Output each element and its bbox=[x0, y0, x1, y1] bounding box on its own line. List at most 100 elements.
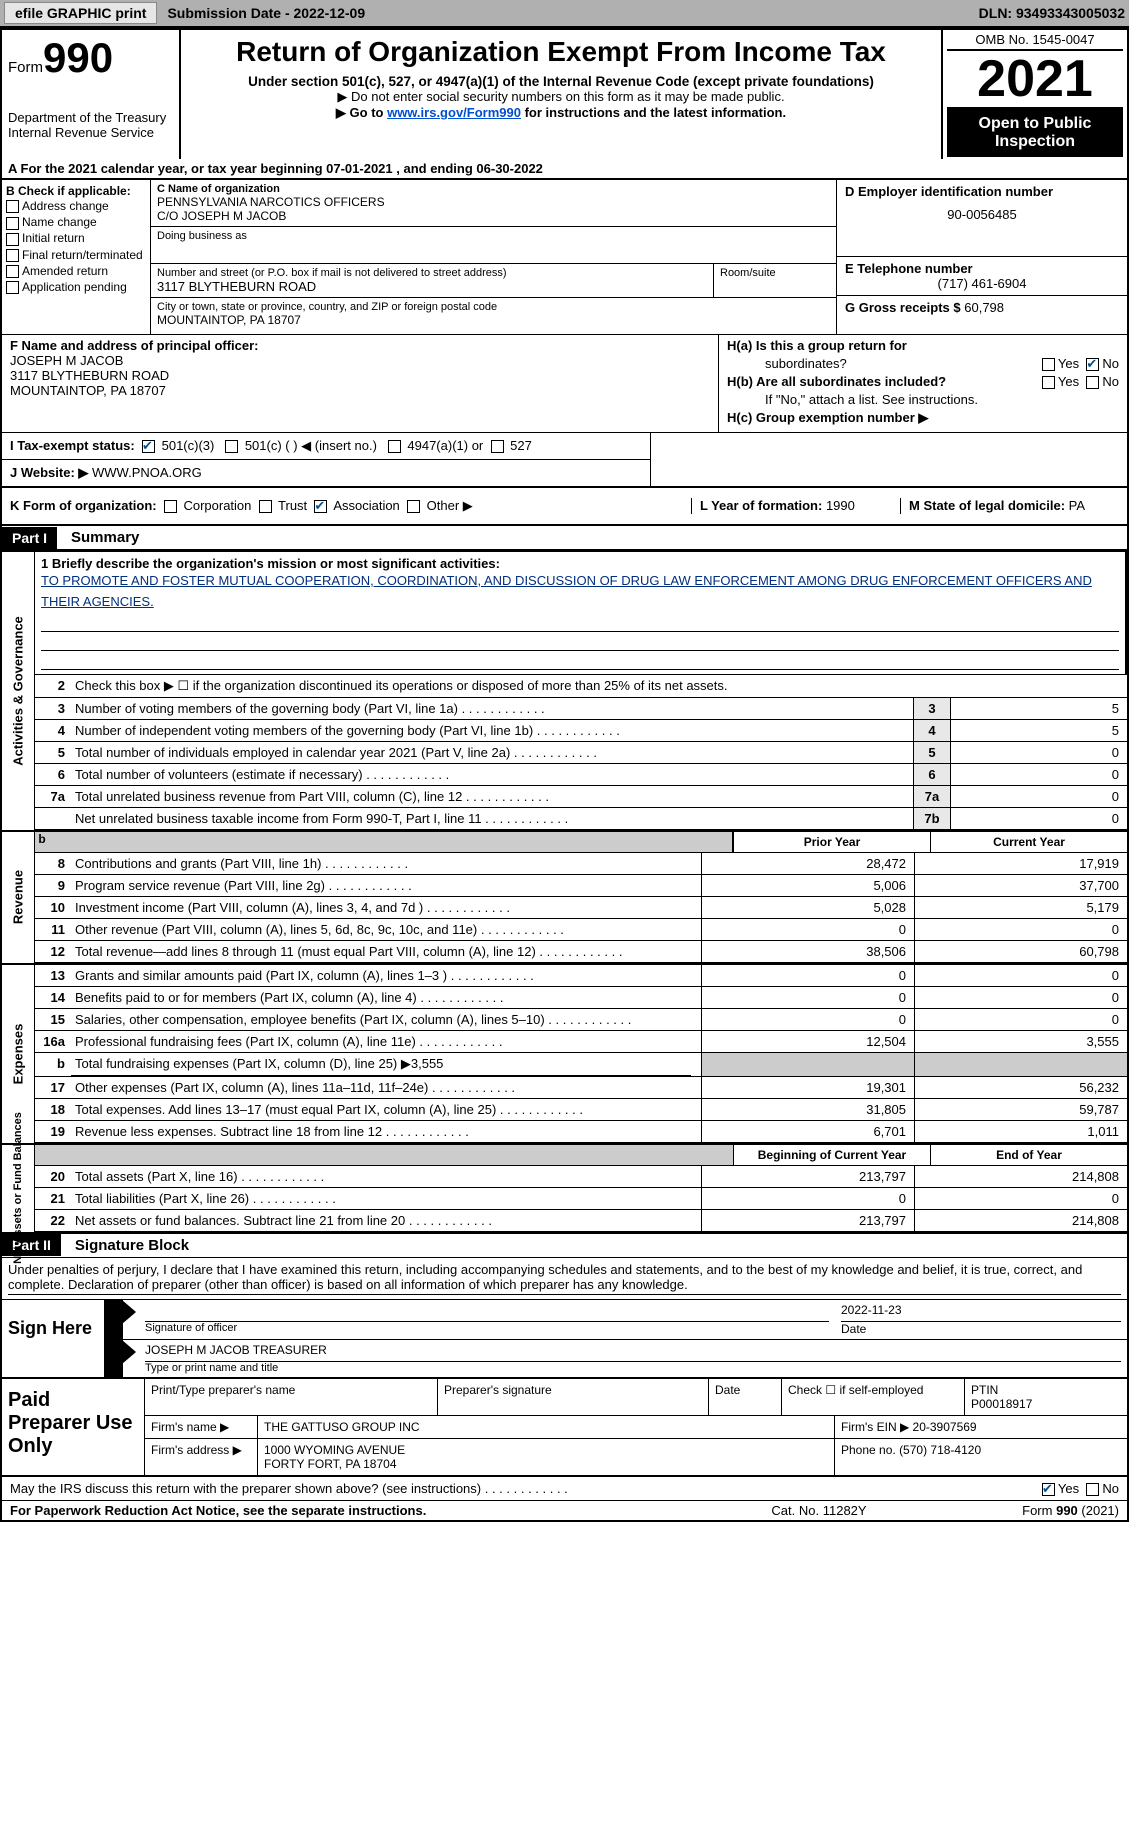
dept-treasury: Department of the Treasury bbox=[8, 110, 173, 125]
header-center: Return of Organization Exempt From Incom… bbox=[181, 30, 943, 159]
firm-addr: 1000 WYOMING AVENUEFORTY FORT, PA 18704 bbox=[258, 1439, 835, 1475]
part-i: Part I Summary bbox=[0, 526, 1129, 552]
cb-initial-return[interactable]: Initial return bbox=[6, 230, 146, 246]
cb-501c[interactable] bbox=[225, 440, 238, 453]
form-number: Form990 bbox=[8, 34, 173, 82]
form-id-footer: Form 990 (2021) bbox=[919, 1503, 1119, 1518]
col-b-head: B Check if applicable: bbox=[6, 184, 146, 198]
paid-preparer-label: Paid Preparer Use Only bbox=[2, 1379, 145, 1475]
summary-line: 5Total number of individuals employed in… bbox=[35, 742, 1127, 764]
ptin-cell: PTINP00018917 bbox=[965, 1379, 1127, 1415]
discuss-no-cb[interactable] bbox=[1086, 1483, 1099, 1496]
org-name-label: C Name of organization bbox=[157, 183, 830, 195]
ein-label: D Employer identification number bbox=[845, 184, 1053, 199]
part-i-tag: Part I bbox=[2, 527, 57, 549]
line-2: Check this box ▶ ☐ if the organization d… bbox=[71, 675, 1127, 697]
cb-527[interactable] bbox=[491, 440, 504, 453]
expenses-section: Expenses 13Grants and similar amounts pa… bbox=[0, 963, 1129, 1143]
summary-line: 22Net assets or fund balances. Subtract … bbox=[35, 1210, 1127, 1232]
paperwork-notice: For Paperwork Reduction Act Notice, see … bbox=[10, 1503, 719, 1518]
cb-amended[interactable]: Amended return bbox=[6, 263, 146, 279]
firm-addr-label: Firm's address ▶ bbox=[145, 1439, 258, 1475]
row-i-j: I Tax-exempt status: 501(c)(3) 501(c) ( … bbox=[0, 432, 1129, 488]
street-label: Number and street (or P.O. box if mail i… bbox=[157, 267, 707, 279]
submission-date: Submission Date - 2022-12-09 bbox=[167, 5, 365, 21]
col-b-checkboxes: B Check if applicable: Address change Na… bbox=[2, 180, 151, 334]
col-current-year: Current Year bbox=[930, 832, 1127, 852]
hb-yes-cb[interactable] bbox=[1042, 376, 1055, 389]
officer-name-title: JOSEPH M JACOB TREASURER bbox=[145, 1343, 1121, 1362]
ha-yes-cb[interactable] bbox=[1042, 358, 1055, 371]
sig-date-label: Date bbox=[841, 1322, 1121, 1336]
cb-501c3[interactable] bbox=[142, 440, 155, 453]
website-value: WWW.PNOA.ORG bbox=[92, 465, 202, 480]
row-m: M State of legal domicile: PA bbox=[900, 498, 1119, 514]
vlabel-activities: Activities & Governance bbox=[2, 552, 35, 830]
signature-declaration: Under penalties of perjury, I declare th… bbox=[0, 1258, 1129, 1299]
summary-line: 13Grants and similar amounts paid (Part … bbox=[35, 965, 1127, 987]
form-header: Form990 Department of the Treasury Inter… bbox=[0, 28, 1129, 159]
ha-no-cb[interactable] bbox=[1086, 358, 1099, 371]
preparer-name-label: Print/Type preparer's name bbox=[145, 1379, 438, 1415]
part-i-title: Summary bbox=[57, 526, 153, 549]
col-begin-year: Beginning of Current Year bbox=[733, 1145, 930, 1165]
cb-application-pending[interactable]: Application pending bbox=[6, 279, 146, 295]
room-suite-label: Room/suite bbox=[714, 264, 836, 297]
cb-corp[interactable] bbox=[164, 500, 177, 513]
org-name: PENNSYLVANIA NARCOTICS OFFICERS bbox=[157, 195, 830, 209]
hb-no-cb[interactable] bbox=[1086, 376, 1099, 389]
mission-text: TO PROMOTE AND FOSTER MUTUAL COOPERATION… bbox=[41, 571, 1119, 613]
officer-name: JOSEPH M JACOB bbox=[10, 353, 123, 368]
firm-name-label: Firm's name ▶ bbox=[145, 1416, 258, 1438]
row-k-l-m: K Form of organization: Corporation Trus… bbox=[0, 488, 1129, 526]
org-co: C/O JOSEPH M JACOB bbox=[157, 209, 830, 223]
summary-line: 17Other expenses (Part IX, column (A), l… bbox=[35, 1077, 1127, 1099]
col-end-year: End of Year bbox=[930, 1145, 1127, 1165]
form990-link[interactable]: www.irs.gov/Form990 bbox=[387, 105, 521, 120]
summary-line: 3Number of voting members of the governi… bbox=[35, 698, 1127, 720]
cb-4947[interactable] bbox=[388, 440, 401, 453]
officer-name-label: Type or print name and title bbox=[145, 1362, 1121, 1374]
summary-line: 10Investment income (Part VIII, column (… bbox=[35, 897, 1127, 919]
cb-trust[interactable] bbox=[259, 500, 272, 513]
open-to-public: Open to Public Inspection bbox=[947, 109, 1123, 157]
firm-ein: Firm's EIN ▶ 20-3907569 bbox=[835, 1416, 1127, 1438]
summary-grid: Activities & Governance 1 Briefly descri… bbox=[0, 552, 1129, 830]
discuss-row: May the IRS discuss this return with the… bbox=[0, 1477, 1129, 1501]
part-ii: Part II Signature Block bbox=[0, 1234, 1129, 1258]
row-a-tax-year: A For the 2021 calendar year, or tax yea… bbox=[0, 159, 1129, 180]
city-value: MOUNTAINTOP, PA 18707 bbox=[157, 313, 830, 327]
officer-city: MOUNTAINTOP, PA 18707 bbox=[10, 383, 166, 398]
row-j: J Website: ▶ WWW.PNOA.ORG bbox=[2, 460, 650, 486]
row-k: K Form of organization: Corporation Trus… bbox=[10, 498, 691, 514]
ssn-note: ▶ Do not enter social security numbers o… bbox=[191, 89, 931, 105]
street-value: 3117 BLYTHEBURN ROAD bbox=[157, 279, 707, 294]
col-c-org: C Name of organization PENNSYLVANIA NARC… bbox=[151, 180, 837, 334]
city-label: City or town, state or province, country… bbox=[157, 301, 830, 313]
block-f-h: F Name and address of principal officer:… bbox=[0, 334, 1129, 432]
summary-line: 20Total assets (Part X, line 16) 213,797… bbox=[35, 1166, 1127, 1188]
phone-value: (717) 461-6904 bbox=[845, 276, 1119, 291]
net-assets-section: Net Assets or Fund Balances Beginning of… bbox=[0, 1143, 1129, 1234]
cb-final-return[interactable]: Final return/terminated bbox=[6, 247, 146, 263]
gross-receipts-label: G Gross receipts $ bbox=[845, 300, 961, 315]
summary-line: 8Contributions and grants (Part VIII, li… bbox=[35, 853, 1127, 875]
summary-line: 15Salaries, other compensation, employee… bbox=[35, 1009, 1127, 1031]
row-l: L Year of formation: 1990 bbox=[691, 498, 900, 514]
tax-year: 2021 bbox=[947, 51, 1123, 109]
cb-other[interactable] bbox=[407, 500, 420, 513]
cb-address-change[interactable]: Address change bbox=[6, 198, 146, 214]
cb-name-change[interactable]: Name change bbox=[6, 214, 146, 230]
part-ii-title: Signature Block bbox=[61, 1234, 203, 1257]
efile-print-button[interactable]: efile GRAPHIC print bbox=[4, 2, 157, 24]
revenue-section: Revenue b Prior Year Current Year 8Contr… bbox=[0, 830, 1129, 963]
form-subtitle: Under section 501(c), 527, or 4947(a)(1)… bbox=[191, 74, 931, 89]
vlabel-net-assets: Net Assets or Fund Balances bbox=[12, 1112, 24, 1264]
col-de: D Employer identification number 90-0056… bbox=[837, 180, 1127, 334]
paid-preparer-block: Paid Preparer Use Only Print/Type prepar… bbox=[0, 1379, 1129, 1477]
discuss-yes-cb[interactable] bbox=[1042, 1483, 1055, 1496]
cb-assoc[interactable] bbox=[314, 500, 327, 513]
self-employed-check[interactable]: Check ☐ if self-employed bbox=[782, 1379, 965, 1415]
irs-label: Internal Revenue Service bbox=[8, 125, 173, 140]
summary-line: 4Number of independent voting members of… bbox=[35, 720, 1127, 742]
